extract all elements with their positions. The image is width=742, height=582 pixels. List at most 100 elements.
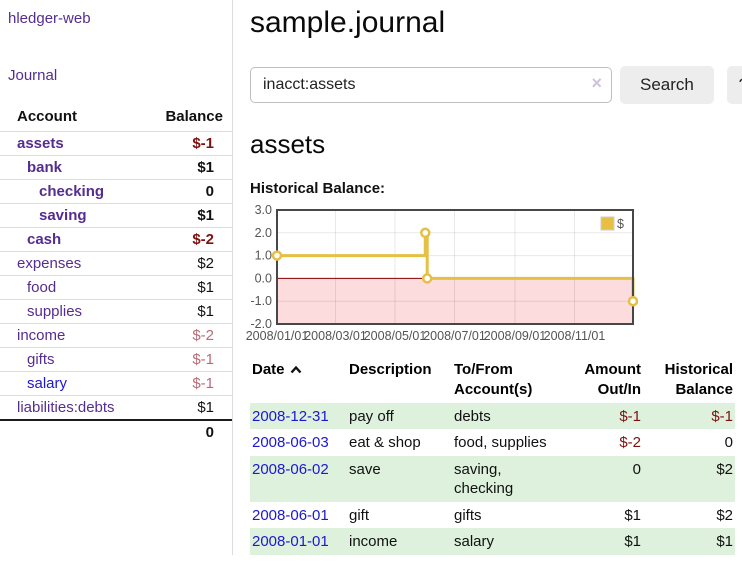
account-balance: $-1 — [192, 375, 214, 392]
transaction-date-cell: 2008-01-01 — [250, 528, 347, 555]
legend-swatch — [600, 216, 615, 231]
account-row: bank $1 — [0, 155, 232, 179]
register-table: Date Description To/From Account(s) Amou… — [250, 358, 735, 555]
account-balance: $1 — [197, 399, 214, 416]
svg-text:2008/09/01: 2008/09/01 — [484, 329, 547, 343]
transaction-date-cell: 2008-12-31 — [250, 403, 347, 430]
account-row: income $-2 — [0, 323, 232, 347]
page: hledger-web Journal Account Balance asse… — [0, 0, 742, 555]
transaction-date-cell: 2008-06-01 — [250, 502, 347, 529]
transaction-amount-cell: $-2 — [619, 434, 641, 451]
svg-text:-1.0: -1.0 — [250, 294, 272, 308]
page-title: sample.journal — [250, 6, 446, 39]
account-link[interactable]: assets — [17, 135, 64, 152]
account-balance: $-2 — [192, 231, 214, 248]
transaction-accounts-cell: gifts — [454, 506, 482, 524]
account-row: cash $-2 — [0, 227, 232, 251]
account-link[interactable]: liabilities:debts — [17, 399, 115, 416]
transaction-description-cell: save — [349, 460, 381, 478]
account-link[interactable]: income — [17, 327, 66, 344]
transaction-date-link[interactable]: 2008-06-02 — [252, 460, 329, 478]
transaction-accounts-cell: salary — [454, 533, 495, 550]
account-link[interactable]: supplies — [27, 303, 83, 320]
accounts-header-balance: Balance — [165, 108, 223, 125]
accounts-header-account: Account — [17, 108, 77, 125]
column-header-balance: Historical Balance — [664, 361, 733, 399]
transaction-date-link[interactable]: 2008-06-03 — [252, 434, 329, 451]
transaction-row: 2008-06-01 gift gifts $1 $2 — [250, 502, 735, 529]
transaction-balance-cell: 0 — [724, 434, 733, 451]
transaction-row: 2008-06-02 save saving, checking 0 $2 — [250, 455, 735, 502]
transaction-accounts-cell: saving, checking — [454, 460, 514, 498]
help-button[interactable]: ? — [726, 66, 742, 104]
account-link[interactable]: bank — [27, 159, 63, 176]
sidebar-item-journal[interactable]: Journal — [8, 67, 58, 84]
svg-text:2008/07/01: 2008/07/01 — [423, 329, 486, 343]
transaction-description-cell: gift — [349, 506, 370, 524]
account-balance: $-1 — [192, 135, 214, 152]
transaction-date-cell: 2008-06-03 — [250, 429, 347, 456]
account-balance: 0 — [205, 183, 214, 200]
accounts-list: assets $-1 bank $1 checking 0 saving $1 … — [0, 131, 232, 419]
column-header-date[interactable]: Date — [250, 358, 347, 403]
account-row: expenses $2 — [0, 251, 232, 275]
account-balance: $1 — [197, 207, 214, 224]
transaction-description-cell: eat & shop — [349, 434, 421, 451]
account-balance: $1 — [197, 279, 214, 296]
transaction-date-cell: 2008-06-02 — [250, 456, 347, 502]
transaction-balance-cell: $2 — [716, 460, 733, 478]
account-row: saving $1 — [0, 203, 232, 227]
transaction-accounts-cell: debts — [454, 407, 491, 425]
search-button[interactable]: Search — [620, 66, 714, 104]
transaction-accounts-cell: food, supplies — [454, 434, 547, 451]
account-link[interactable]: saving — [39, 207, 87, 224]
clear-search-icon[interactable]: × — [591, 73, 602, 93]
transaction-balance-cell: $2 — [716, 506, 733, 524]
account-link[interactable]: salary — [27, 375, 68, 392]
svg-text:1.0: 1.0 — [255, 249, 272, 263]
svg-text:-2.0: -2.0 — [250, 317, 272, 331]
column-header-description: Description — [349, 361, 432, 378]
svg-text:2008/11/01: 2008/11/01 — [544, 329, 606, 343]
transaction-date-link[interactable]: 2008-06-01 — [252, 506, 329, 524]
register-body: 2008-12-31 pay off debts $-1 $-1 2008-06… — [250, 402, 735, 555]
svg-text:2.0: 2.0 — [255, 226, 272, 240]
transaction-row: 2008-12-31 pay off debts $-1 $-1 — [250, 402, 735, 430]
sidebar: hledger-web Journal Account Balance asse… — [0, 0, 233, 555]
column-header-accounts: To/From Account(s) — [454, 361, 533, 399]
svg-text:2008/01/01: 2008/01/01 — [246, 329, 309, 343]
transaction-amount-cell: $1 — [624, 533, 641, 550]
search-input[interactable] — [250, 67, 612, 103]
account-link[interactable]: gifts — [27, 351, 55, 368]
account-balance: $1 — [197, 303, 214, 320]
transaction-date-link[interactable]: 2008-01-01 — [252, 533, 329, 550]
accounts-header: Account Balance — [0, 108, 232, 131]
legend-label: $ — [617, 217, 624, 231]
svg-text:0.0: 0.0 — [255, 271, 272, 285]
account-link[interactable]: checking — [39, 183, 105, 200]
historical-balance-chart: 2008/01/012008/03/012008/05/012008/07/01… — [246, 203, 639, 343]
transaction-description-cell: pay off — [349, 407, 394, 425]
chart-title: Historical Balance: — [250, 180, 386, 197]
transaction-date-link[interactable]: 2008-12-31 — [252, 407, 329, 425]
transaction-balance-cell: $1 — [716, 533, 733, 550]
account-row: liabilities:debts $1 — [0, 395, 232, 419]
account-link[interactable]: food — [27, 279, 57, 296]
account-balance: $2 — [197, 255, 214, 272]
account-balance: $-1 — [192, 351, 214, 368]
account-link[interactable]: cash — [27, 231, 62, 248]
account-row: gifts $-1 — [0, 347, 232, 371]
account-row: food $1 — [0, 275, 232, 299]
svg-text:3.0: 3.0 — [255, 203, 272, 217]
svg-text:2008/05/01: 2008/05/01 — [364, 329, 427, 343]
brand-link[interactable]: hledger-web — [8, 10, 91, 27]
account-link[interactable]: expenses — [17, 255, 82, 272]
accounts-total: 0 — [0, 419, 232, 445]
account-row: checking 0 — [0, 179, 232, 203]
register-header-row: Date Description To/From Account(s) Amou… — [250, 358, 735, 403]
transaction-row: 2008-06-03 eat & shop food, supplies $-2… — [250, 429, 735, 456]
search-box: × — [250, 67, 612, 103]
transaction-description-cell: income — [349, 533, 398, 550]
transaction-amount-cell: $1 — [624, 506, 641, 524]
transaction-balance-cell: $-1 — [711, 407, 733, 425]
